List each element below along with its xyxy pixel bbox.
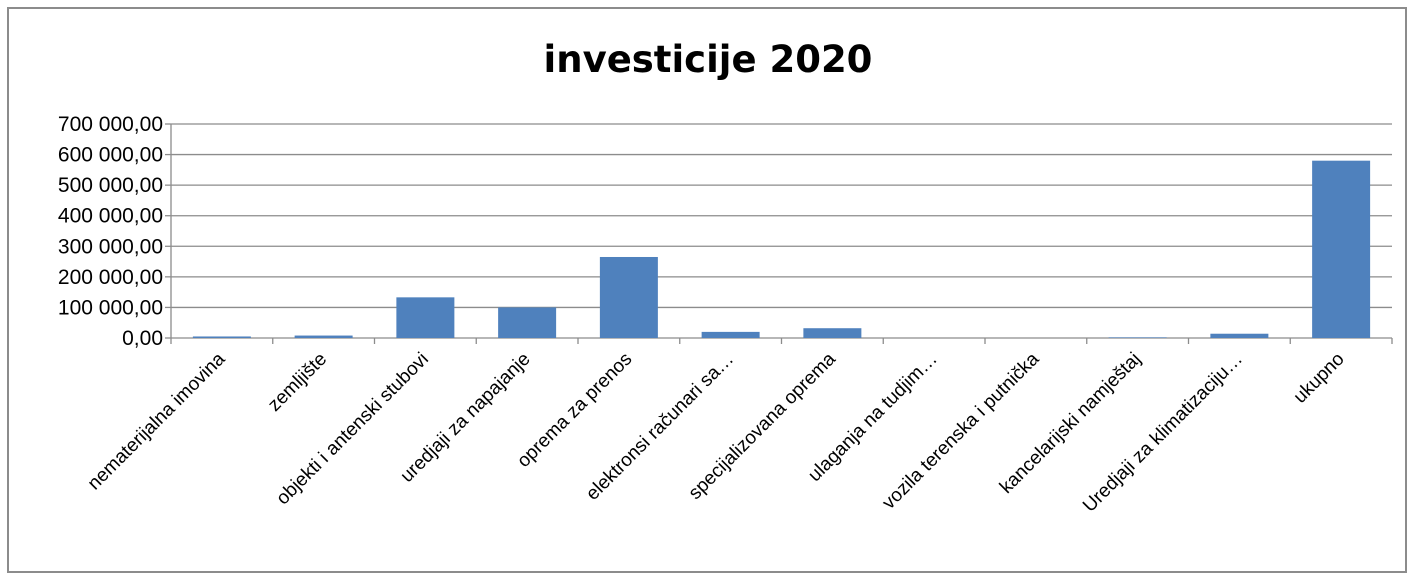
y-tick-label: 400 000,00 — [58, 205, 163, 228]
x-tick-label: nematerijalna imovina — [84, 348, 230, 494]
y-tick-label: 600 000,00 — [58, 144, 163, 167]
y-tick-label: 700 000,00 — [58, 113, 163, 136]
bar — [1108, 337, 1167, 338]
bar — [1312, 160, 1371, 338]
bar — [192, 336, 251, 338]
y-tick-label: 300 000,00 — [58, 235, 163, 258]
chart-frame — [7, 7, 1407, 573]
x-tick-label: ukupno — [1290, 349, 1349, 408]
bar — [498, 307, 557, 338]
y-tick-label: 200 000,00 — [58, 266, 163, 289]
bar — [599, 256, 658, 338]
chart-title: investicije 2020 — [543, 38, 873, 81]
x-tick-label: zemljište — [264, 349, 331, 416]
bar — [294, 335, 353, 338]
bar — [803, 328, 862, 338]
y-tick-label: 100 000,00 — [58, 296, 163, 319]
bar — [396, 297, 455, 338]
bar — [701, 331, 760, 338]
bar — [1210, 333, 1269, 338]
y-tick-label: 500 000,00 — [58, 174, 163, 197]
y-tick-label: 0,00 — [122, 327, 163, 350]
